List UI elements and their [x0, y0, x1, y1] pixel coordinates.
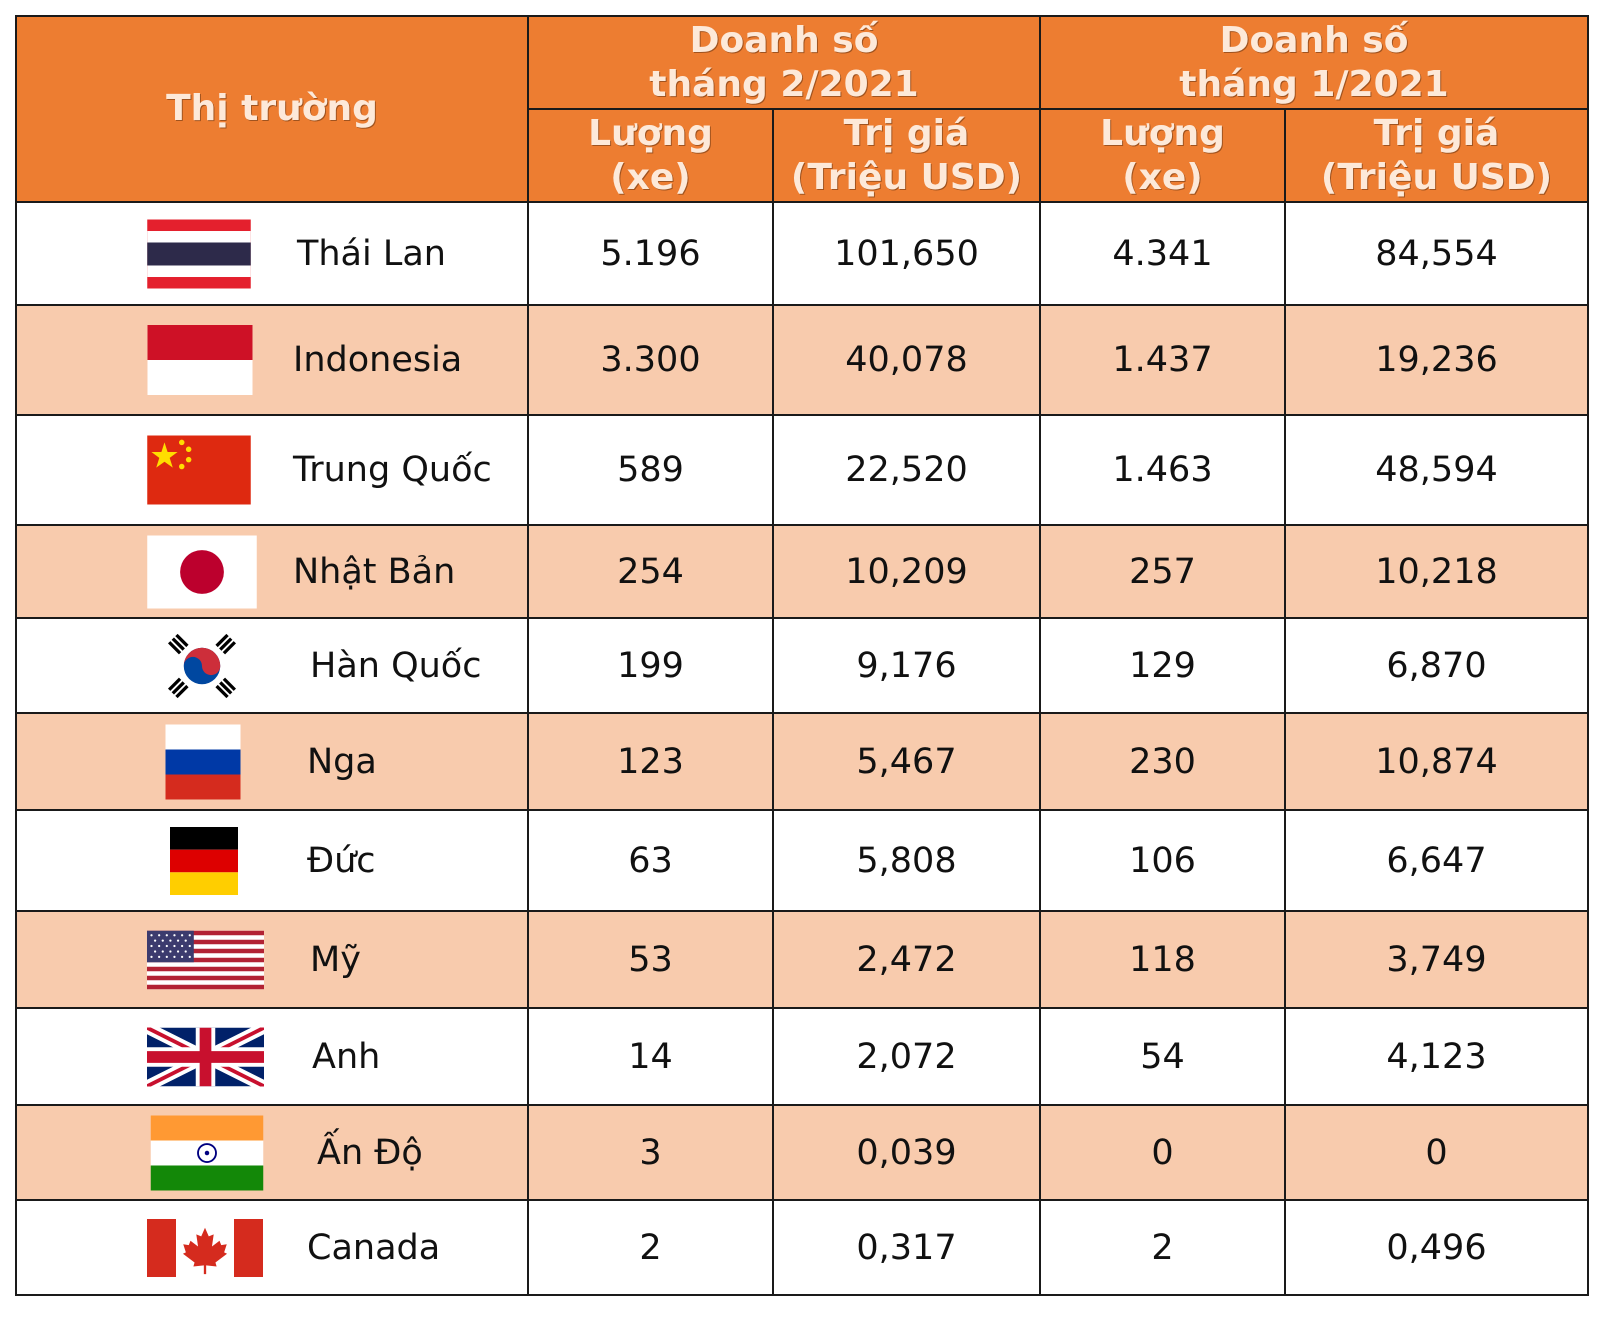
feb-value-cell: 22,520 — [772, 414, 1041, 526]
jan-qty-cell: 54 — [1039, 1007, 1286, 1106]
feb-qty-header: Lượng (xe) — [527, 108, 774, 203]
jan-value-cell: 10,874 — [1284, 712, 1589, 811]
table-row: Thái Lan 5.196 101,650 4.341 84,554 — [15, 201, 1589, 306]
market-cell: Nga — [15, 712, 529, 811]
feb-qty-cell: 53 — [527, 910, 774, 1009]
feb-qty-cell: 2 — [527, 1199, 774, 1296]
market-name: Mỹ — [310, 939, 361, 980]
market-name: Ấn Độ — [317, 1132, 423, 1173]
market-name: Trung Quốc — [293, 450, 492, 490]
sales-table: Thị trường Doanh số tháng 2/2021 Doanh số… — [15, 15, 1589, 1296]
jan-value-cell: 84,554 — [1284, 201, 1589, 306]
japan-flag-icon — [147, 535, 257, 608]
market-cell: Canada — [15, 1199, 529, 1296]
china-flag-icon — [147, 435, 251, 505]
feb-qty-cell: 254 — [527, 524, 774, 619]
jan-value-cell: 6,870 — [1284, 617, 1589, 714]
jan-value-cell: 0,496 — [1284, 1199, 1589, 1296]
feb-qty-cell: 14 — [527, 1007, 774, 1106]
market-name: Canada — [307, 1227, 441, 1268]
thailand-flag-icon — [147, 219, 251, 288]
jan-qty-cell: 1.463 — [1039, 414, 1286, 526]
jan-qty-cell: 129 — [1039, 617, 1286, 714]
south-korea-flag-icon — [147, 629, 257, 702]
jan-value-cell: 48,594 — [1284, 414, 1589, 526]
feb-value-cell: 0,039 — [772, 1104, 1041, 1201]
market-cell: Ấn Độ — [15, 1104, 529, 1201]
india-flag-icon — [150, 1115, 264, 1190]
jan-qty-cell: 118 — [1039, 910, 1286, 1009]
table-row: Hàn Quốc 199 9,176 129 6,870 — [15, 617, 1589, 714]
jan-value-cell: 4,123 — [1284, 1007, 1589, 1106]
feb-qty-cell: 199 — [527, 617, 774, 714]
feb-qty-cell: 3 — [527, 1104, 774, 1201]
market-cell: Indonesia — [15, 304, 529, 416]
jan-qty-header: Lượng (xe) — [1039, 108, 1286, 203]
feb-qty-cell: 123 — [527, 712, 774, 811]
market-cell: Nhật Bản — [15, 524, 529, 619]
feb-value-cell: 10,209 — [772, 524, 1041, 619]
market-cell: Hàn Quốc — [15, 617, 529, 714]
market-cell: Trung Quốc — [15, 414, 529, 526]
feb-value-cell: 0,317 — [772, 1199, 1041, 1296]
feb-qty-cell: 3.300 — [527, 304, 774, 416]
jan-value-cell: 6,647 — [1284, 809, 1589, 912]
market-cell: Anh — [15, 1007, 529, 1106]
period-jan-header: Doanh số tháng 1/2021 — [1039, 15, 1589, 110]
feb-qty-cell: 63 — [527, 809, 774, 912]
germany-flag-icon — [170, 826, 238, 895]
jan-value-header: Trị giá (Triệu USD) — [1284, 108, 1589, 203]
feb-value-cell: 2,072 — [772, 1007, 1041, 1106]
market-cell: Thái Lan — [15, 201, 529, 306]
table-row: Nga 123 5,467 230 10,874 — [15, 712, 1589, 811]
feb-value-cell: 101,650 — [772, 201, 1041, 306]
jan-value-cell: 3,749 — [1284, 910, 1589, 1009]
jan-qty-cell: 230 — [1039, 712, 1286, 811]
market-name: Nga — [307, 741, 377, 782]
table-row: Đức 63 5,808 106 6,647 — [15, 809, 1589, 912]
table-row: Trung Quốc 589 22,520 1.463 48,594 — [15, 414, 1589, 526]
jan-value-cell: 19,236 — [1284, 304, 1589, 416]
market-name: Nhật Bản — [293, 551, 456, 592]
feb-value-cell: 5,467 — [772, 712, 1041, 811]
jan-value-cell: 10,218 — [1284, 524, 1589, 619]
jan-value-cell: 0 — [1284, 1104, 1589, 1201]
market-name: Anh — [312, 1036, 381, 1077]
usa-flag-icon — [147, 930, 264, 989]
market-name: Đức — [307, 840, 376, 881]
canada-flag-icon — [147, 1218, 263, 1277]
table-row: Ấn Độ 3 0,039 0 0 — [15, 1104, 1589, 1201]
table-row: Indonesia 3.300 40,078 1.437 19,236 — [15, 304, 1589, 416]
market-header: Thị trường — [15, 15, 529, 203]
market-name: Thái Lan — [297, 233, 446, 274]
table-row: Anh 14 2,072 54 4,123 — [15, 1007, 1589, 1106]
uk-flag-icon — [147, 1027, 264, 1086]
jan-qty-cell: 1.437 — [1039, 304, 1286, 416]
jan-qty-cell: 257 — [1039, 524, 1286, 619]
indonesia-flag-icon — [147, 325, 253, 395]
feb-qty-cell: 589 — [527, 414, 774, 526]
feb-value-cell: 9,176 — [772, 617, 1041, 714]
feb-value-cell: 40,078 — [772, 304, 1041, 416]
table-row: Mỹ 53 2,472 118 3,749 — [15, 910, 1589, 1009]
jan-qty-cell: 0 — [1039, 1104, 1286, 1201]
jan-qty-cell: 4.341 — [1039, 201, 1286, 306]
russia-flag-icon — [165, 724, 241, 799]
table-row: Nhật Bản 254 10,209 257 10,218 — [15, 524, 1589, 619]
market-cell: Đức — [15, 809, 529, 912]
feb-value-cell: 5,808 — [772, 809, 1041, 912]
jan-qty-cell: 106 — [1039, 809, 1286, 912]
market-name: Indonesia — [293, 340, 463, 380]
table-row: Canada 2 0,317 2 0,496 — [15, 1199, 1589, 1296]
feb-value-cell: 2,472 — [772, 910, 1041, 1009]
market-cell: Mỹ — [15, 910, 529, 1009]
market-name: Hàn Quốc — [310, 645, 482, 686]
feb-value-header: Trị giá (Triệu USD) — [772, 108, 1041, 203]
feb-qty-cell: 5.196 — [527, 201, 774, 306]
period-feb-header: Doanh số tháng 2/2021 — [527, 15, 1041, 110]
jan-qty-cell: 2 — [1039, 1199, 1286, 1296]
